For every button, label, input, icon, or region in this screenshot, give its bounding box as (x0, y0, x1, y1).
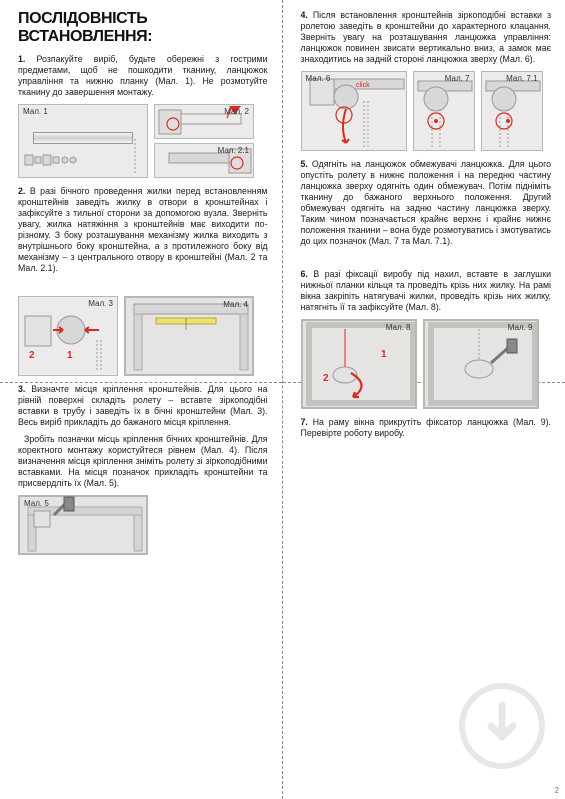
horizontal-divider-left (0, 382, 282, 383)
fig-label: Мал. 5 (24, 499, 49, 508)
figure-2-1: Мал. 2.1 (154, 143, 254, 178)
figure-6: Мал. 6 click (301, 71, 407, 151)
step-5-text: 5. Одягніть на ланцюжок обмежувачі ланцю… (301, 159, 552, 247)
left-column: ПОСЛІДОВНІСТЬ ВСТАНОВЛЕННЯ: 1. Розпакуйт… (0, 0, 283, 799)
figure-3: Мал. 3 2 1 (18, 296, 118, 376)
fig3-svg: 2 1 (19, 296, 117, 376)
figure-7-1: Мал. 7.1 (481, 71, 543, 151)
fig-label: Мал. 9 (508, 323, 533, 332)
fig-label: Мал. 2 (224, 107, 249, 116)
step-4-text: 4. Після встановлення кронштейнів зіркоп… (301, 10, 552, 65)
figure-5: Мал. 5 (18, 495, 148, 555)
figure-row-4: Мал. 6 click Мал. 7 (301, 71, 552, 151)
svg-text:1: 1 (381, 349, 387, 360)
fig-label: Мал. 8 (386, 323, 411, 332)
fig71-svg (482, 71, 542, 151)
step-7-text: 7. На раму вікна прикрутіть фіксатор лан… (301, 417, 552, 439)
click-label: click (356, 82, 370, 89)
step-3-text-a: 3. Визначте місця кріплення кронштейнів.… (18, 384, 268, 428)
fig-label: Мал. 7.1 (506, 74, 537, 83)
svg-text:1: 1 (67, 350, 73, 361)
figure-row-3: Мал. 5 (18, 495, 268, 555)
fig-label: Мал. 4 (223, 300, 248, 309)
fig-label: Мал. 6 (306, 74, 331, 83)
fig-label: Мал. 3 (88, 299, 113, 308)
svg-text:2: 2 (29, 350, 35, 361)
fig-label: Мал. 7 (445, 74, 470, 83)
figure-row-5: Мал. 8 2 1 Мал. 9 (301, 319, 552, 409)
figure-8: Мал. 8 2 1 (301, 319, 417, 409)
fig6-svg: click (302, 71, 406, 151)
step-3-text-b: Зробіть позначки місць кріплення бічних … (18, 434, 268, 489)
figure-2: Мал. 2 (154, 104, 254, 139)
installation-instructions-page: ПОСЛІДОВНІСТЬ ВСТАНОВЛЕННЯ: 1. Розпакуйт… (0, 0, 565, 799)
fig7-svg (414, 71, 474, 151)
page-title: ПОСЛІДОВНІСТЬ ВСТАНОВЛЕННЯ: (18, 10, 268, 46)
page-number: 2 (555, 786, 559, 795)
fig1-svg (19, 105, 149, 179)
step-6-text: 6. В разі фіксації виробу під нахил, вст… (301, 269, 552, 313)
fig8-svg: 2 1 (303, 319, 415, 409)
step-1-text: 1. Розпакуйте виріб, будьте обережні з г… (18, 54, 268, 98)
fig9-svg (425, 319, 537, 409)
figure-4: Мал. 4 (124, 296, 254, 376)
step-2-text: 2. В разі бічного проведення жилки перед… (18, 186, 268, 274)
figure-1: Мал. 1 (18, 104, 148, 178)
figure-row-1: Мал. 1 Мал. 2 (18, 104, 268, 178)
watermark-icon (457, 681, 547, 771)
figure-9: Мал. 9 (423, 319, 539, 409)
fig-label: Мал. 2.1 (218, 146, 249, 155)
figure-row-2: Мал. 3 2 1 Мал. 4 (18, 296, 268, 376)
figure-7: Мал. 7 (413, 71, 475, 151)
svg-text:2: 2 (323, 373, 329, 384)
right-column: 4. Після встановлення кронштейнів зіркоп… (283, 0, 565, 799)
